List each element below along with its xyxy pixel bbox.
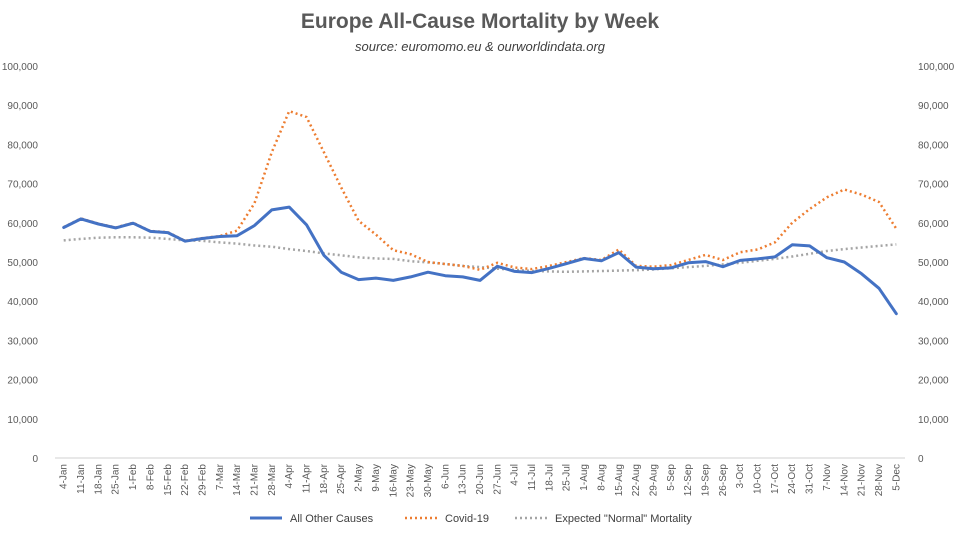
x-tick-label: 25-Jul xyxy=(562,464,573,491)
y-tick-label: 50,000 xyxy=(7,258,38,269)
chart-title: Europe All-Cause Mortality by Week xyxy=(300,10,660,33)
x-tick-label: 16-May xyxy=(388,464,399,497)
legend-label-covid-19: Covid-19 xyxy=(445,513,489,525)
x-tick-label: 4-Jul xyxy=(510,464,521,486)
x-tick-label: 8-Feb xyxy=(145,464,156,491)
x-tick-label: 5-Dec xyxy=(891,464,902,491)
x-tick-label: 18-Apr xyxy=(319,463,330,494)
x-tick-label: 28-Mar xyxy=(267,463,278,495)
x-tick-label: 8-Aug xyxy=(596,464,607,491)
x-tick-label: 1-Aug xyxy=(579,464,590,491)
x-tick-label: 5-Sep xyxy=(666,464,677,491)
x-tick-label: 13-Jun xyxy=(458,464,469,495)
secondary-y-tick-label: 20,000 xyxy=(918,376,949,387)
x-tick-label: 14-Nov xyxy=(839,464,850,496)
x-tick-label: 11-Jul xyxy=(527,464,538,491)
secondary-y-tick-label: 30,000 xyxy=(918,336,949,347)
x-tick-label: 4-Apr xyxy=(284,463,295,488)
x-tick-label: 9-May xyxy=(371,464,382,492)
y-tick-label: 80,000 xyxy=(7,140,38,151)
x-tick-label: 2-May xyxy=(354,464,365,492)
x-tick-label: 11-Apr xyxy=(302,463,313,493)
x-tick-label: 7-Nov xyxy=(822,464,833,491)
x-tick-label: 18-Jan xyxy=(93,464,104,495)
secondary-y-tick-label: 10,000 xyxy=(918,415,949,426)
x-tick-label: 30-May xyxy=(423,464,434,497)
x-tick-label: 21-Nov xyxy=(857,464,868,496)
y-tick-label: 90,000 xyxy=(7,101,38,112)
x-tick-label: 23-May xyxy=(406,464,417,497)
secondary-y-tick-label: 40,000 xyxy=(918,297,949,308)
x-tick-label: 6-Jun xyxy=(440,464,451,489)
x-tick-label: 21-Mar xyxy=(249,463,260,495)
x-tick-label: 27-Jun xyxy=(492,464,503,495)
x-tick-label: 25-Jan xyxy=(111,464,122,495)
secondary-y-tick-label: 60,000 xyxy=(918,219,949,230)
x-tick-label: 17-Oct xyxy=(770,464,781,494)
x-tick-label: 15-Aug xyxy=(614,464,625,496)
x-tick-label: 7-Mar xyxy=(215,463,226,490)
series-line-expected-normal-mortality xyxy=(63,236,897,274)
x-tick-label: 4-Jan xyxy=(59,464,70,489)
x-tick-label: 25-Apr xyxy=(336,463,347,494)
y-tick-label: 0 xyxy=(32,454,38,465)
secondary-y-tick-label: 80,000 xyxy=(918,140,949,151)
legend-label-expected-normal-mortality: Expected "Normal" Mortality xyxy=(555,513,692,525)
chart-subtitle: source: euromomo.eu & ourworldindata.org xyxy=(354,39,606,54)
series-line-covid-19 xyxy=(63,109,898,272)
x-tick-label: 29-Aug xyxy=(648,464,659,496)
y-tick-label: 20,000 xyxy=(7,376,38,387)
y-tick-label: 10,000 xyxy=(7,415,38,426)
x-tick-label: 10-Oct xyxy=(753,464,764,494)
legend-label-all-other-causes: All Other Causes xyxy=(290,513,374,525)
x-tick-label: 29-Feb xyxy=(197,464,208,496)
x-tick-label: 3-Oct xyxy=(735,464,746,489)
secondary-y-tick-label: 90,000 xyxy=(918,101,949,112)
y-tick-label: 100,000 xyxy=(2,62,39,73)
x-tick-label: 22-Aug xyxy=(631,464,642,496)
y-tick-label: 70,000 xyxy=(7,180,38,191)
x-tick-label: 15-Feb xyxy=(163,464,174,496)
x-tick-label: 19-Sep xyxy=(701,464,712,497)
secondary-y-tick-label: 50,000 xyxy=(918,258,949,269)
y-tick-label: 40,000 xyxy=(7,297,38,308)
x-tick-label: 31-Oct xyxy=(805,464,816,494)
x-tick-label: 18-Jul xyxy=(544,464,555,491)
x-tick-label: 14-Mar xyxy=(232,463,243,495)
x-tick-label: 26-Sep xyxy=(718,464,729,497)
x-tick-label: 24-Oct xyxy=(787,464,798,494)
secondary-y-tick-label: 0 xyxy=(918,454,924,465)
x-tick-label: 11-Jan xyxy=(76,464,87,494)
secondary-y-tick-label: 100,000 xyxy=(918,62,955,73)
x-tick-label: 28-Nov xyxy=(874,464,885,496)
x-tick-label: 20-Jun xyxy=(475,464,486,495)
y-tick-label: 60,000 xyxy=(7,219,38,230)
x-tick-label: 1-Feb xyxy=(128,464,139,491)
secondary-y-tick-label: 70,000 xyxy=(918,180,949,191)
x-tick-label: 22-Feb xyxy=(180,464,191,496)
series-line-all-other-causes xyxy=(62,205,898,316)
x-tick-label: 12-Sep xyxy=(683,464,694,497)
y-tick-label: 30,000 xyxy=(7,336,38,347)
